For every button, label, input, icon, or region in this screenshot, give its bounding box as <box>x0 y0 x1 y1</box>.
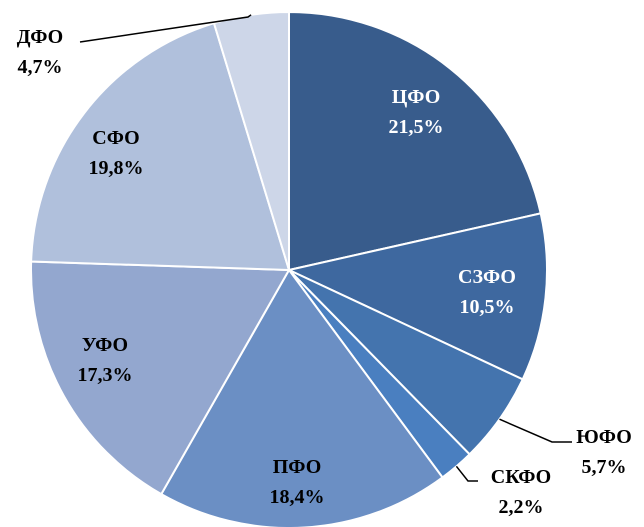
leader-line-yufo <box>499 418 572 443</box>
slice-label-sfo-name: СФО <box>92 127 139 149</box>
slice-label-sfo-value: 19,8% <box>89 157 144 179</box>
leader-lines <box>79 14 572 482</box>
slice-label-cfo-value: 21,5% <box>389 116 444 138</box>
slice-label-szfo-name: СЗФО <box>458 266 516 288</box>
slice-label-skfo-name: СКФО <box>491 466 551 488</box>
pie-slice-ufo <box>30 260 291 496</box>
pie-slice-cfo <box>288 10 542 272</box>
slice-label-dfo-value: 4,7% <box>18 56 63 78</box>
slice-label-ufo-name: УФО <box>82 334 128 356</box>
slice-label-ufo-value: 17,3% <box>78 364 133 386</box>
slice-label-dfo-name: ДФО <box>17 26 63 48</box>
pie-slices <box>30 10 548 527</box>
slice-label-szfo-value: 10,5% <box>460 296 515 318</box>
pie-slice-pfo <box>159 268 444 527</box>
slice-label-yufo-value: 5,7% <box>582 456 627 478</box>
slice-label-yufo-name: ЮФО <box>576 426 632 448</box>
slice-label-skfo-value: 2,2% <box>499 496 544 518</box>
pie-slice-sfo <box>30 21 291 272</box>
leader-line-skfo <box>455 465 478 482</box>
slice-label-cfo-name: ЦФО <box>392 86 441 108</box>
pie-slice-szfo <box>285 212 548 381</box>
leader-line-dfo <box>79 14 252 43</box>
slice-label-pfo-value: 18,4% <box>270 486 325 508</box>
slice-label-pfo-name: ПФО <box>273 456 322 478</box>
